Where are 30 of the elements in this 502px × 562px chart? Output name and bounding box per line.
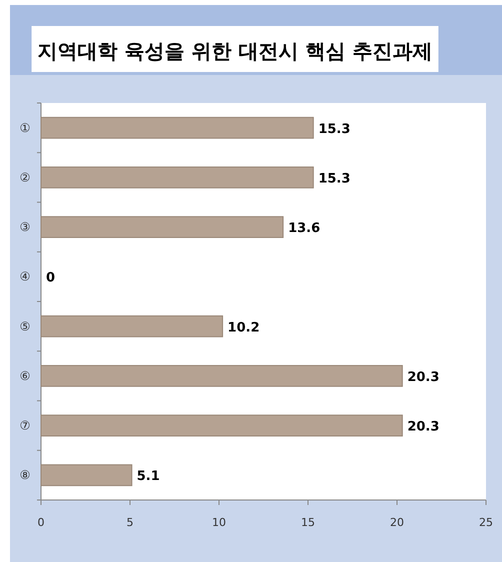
bar (40, 216, 284, 238)
x-tick-label: 5 (126, 516, 134, 529)
data-label: 10.2 (228, 320, 260, 336)
y-tick-label: ⑥ (20, 368, 30, 383)
bar (40, 116, 314, 139)
x-tick-label: 15 (301, 516, 315, 529)
data-label: 15.3 (318, 171, 350, 186)
x-tick-label: 20 (390, 516, 404, 529)
y-tick-label: ③ (20, 220, 30, 234)
data-label: 20.3 (407, 420, 440, 435)
x-tick-label: 10 (212, 516, 226, 529)
chart-title: 지역대학 육성을 위한 대전시 핵심 추진과제 (38, 39, 432, 63)
y-tick-label: ④ (20, 270, 30, 284)
y-tick-label: ⑦ (20, 418, 30, 433)
y-tick-label: ② (20, 170, 30, 184)
data-label: 20.3 (407, 370, 440, 385)
data-label: 5.1 (136, 469, 160, 484)
bar (40, 365, 403, 387)
data-label: 0 (46, 270, 56, 286)
bar (40, 464, 132, 486)
data-label: 13.6 (288, 221, 320, 236)
data-label: 15.3 (318, 122, 350, 137)
bar (40, 315, 224, 338)
x-tick-label: 0 (38, 516, 44, 529)
x-tick-label: 25 (479, 516, 493, 529)
y-tick-label: ⑧ (20, 468, 30, 482)
bar (40, 166, 314, 188)
bar (40, 414, 403, 436)
y-tick-label: ① (20, 120, 30, 135)
y-tick-label: ⑤ (20, 319, 30, 334)
